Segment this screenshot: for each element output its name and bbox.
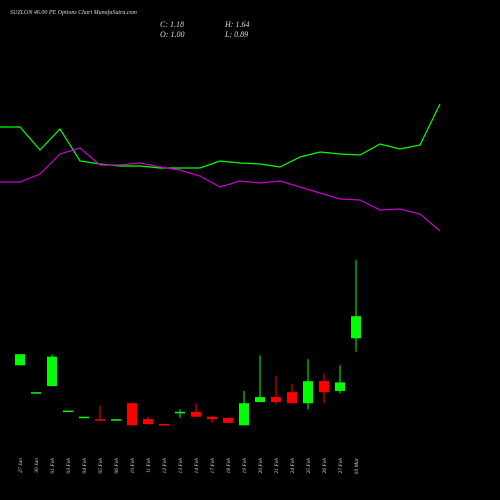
close-label: C: 1.18 <box>160 20 184 29</box>
x-tick-label: 04 Feb <box>81 458 88 474</box>
candle-body <box>335 382 345 391</box>
x-tick-label: 27 Feb <box>338 458 344 474</box>
x-tick-label: 14 Feb <box>193 458 200 474</box>
candle-body <box>255 397 265 402</box>
candle-body <box>271 397 281 402</box>
candle-body <box>319 381 329 393</box>
candle-body <box>111 419 121 421</box>
candle-body <box>287 392 297 404</box>
candle-body <box>143 419 153 425</box>
x-tick-label: 06 Feb <box>114 458 120 474</box>
x-tick-label: 20 Feb <box>258 458 264 474</box>
x-tick-label: 05 Feb <box>98 458 104 474</box>
chart-title: SUZLON 46.00 PE Options Chart MunafaSutr… <box>10 9 138 16</box>
x-tick-label: 10 Feb <box>130 458 136 474</box>
high-label: H: 1.64 <box>224 20 249 29</box>
candle-body <box>239 403 249 426</box>
candle-body <box>159 424 169 426</box>
candle-body <box>79 416 89 419</box>
low-label: L: 0.89 <box>224 30 248 39</box>
x-tick-label: 11 Feb <box>146 458 152 473</box>
line-series <box>0 147 441 232</box>
x-tick-label: 24 Feb <box>289 458 296 474</box>
line-series <box>0 103 441 169</box>
x-tick-label: 18 Feb <box>226 458 232 474</box>
candle-body <box>127 403 137 426</box>
candle-body <box>223 417 233 423</box>
x-tick-label: 25 Feb <box>306 458 312 474</box>
candle-body <box>351 316 361 339</box>
x-tick-label: 17 Feb <box>210 458 216 474</box>
candle-body <box>31 392 41 394</box>
x-tick-label: 30 Jan <box>34 458 40 474</box>
open-label: O: 1.00 <box>160 30 184 39</box>
candle-body <box>191 411 201 417</box>
x-tick-label: 12 Feb <box>162 458 168 474</box>
candle-body <box>47 356 57 387</box>
candle-body <box>207 416 217 420</box>
candle-body <box>63 410 73 413</box>
x-tick-label: 03 Feb <box>66 458 72 474</box>
x-tick-label: 27 Jan <box>18 458 24 473</box>
x-tick-label: 21 Feb <box>274 458 280 474</box>
candle-body <box>95 419 105 421</box>
candle-body <box>15 354 25 366</box>
x-tick-label: 26 Feb <box>322 458 328 474</box>
candle-body <box>175 411 185 414</box>
candle-body <box>303 381 313 404</box>
x-tick-label: 13 Feb <box>178 458 184 474</box>
x-tick-label: 01 Feb <box>50 458 56 474</box>
x-tick-label: 03 Mar <box>354 457 360 474</box>
x-tick-label: 19 Feb <box>242 458 248 474</box>
